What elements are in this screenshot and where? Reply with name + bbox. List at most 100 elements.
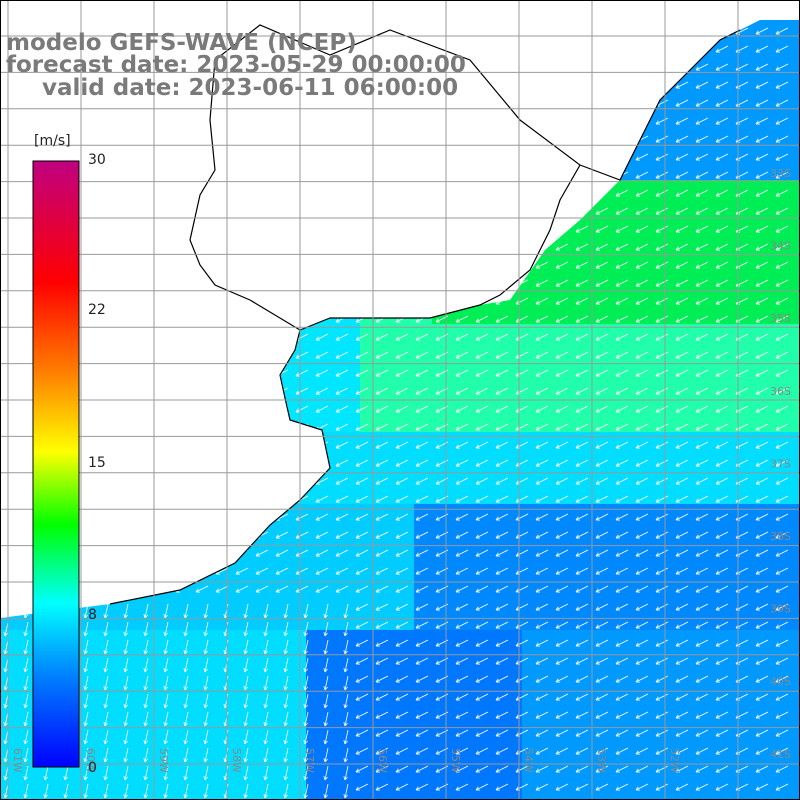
wind-cell	[702, 72, 720, 90]
wind-cell	[180, 594, 198, 612]
lat-label: 39S	[770, 603, 791, 616]
wind-cell	[216, 612, 234, 630]
wind-cell	[792, 702, 800, 720]
wind-cell	[396, 450, 414, 468]
wind-cell	[540, 504, 558, 522]
wind-cell	[738, 360, 756, 378]
wind-cell	[18, 756, 36, 774]
wind-cell	[198, 576, 216, 594]
wind-cell	[630, 378, 648, 396]
wind-cell	[792, 540, 800, 558]
wind-arrow	[615, 315, 629, 323]
wind-cell	[450, 450, 468, 468]
wind-cell	[792, 36, 800, 54]
wind-arrow	[715, 243, 729, 251]
wind-cell	[594, 558, 612, 576]
wind-cell	[252, 756, 270, 774]
lat-label: 35S	[770, 312, 791, 325]
wind-arrow	[655, 117, 669, 125]
wind-cell	[342, 342, 360, 360]
wind-cell	[414, 378, 432, 396]
wind-cell	[90, 612, 108, 630]
wind-cell	[702, 342, 720, 360]
wind-cell	[720, 468, 738, 486]
wind-cell	[738, 756, 756, 774]
wind-cell	[774, 90, 792, 108]
wind-cell	[360, 576, 378, 594]
wind-arrow	[375, 351, 389, 359]
wind-cell	[486, 684, 504, 702]
wind-cell	[702, 522, 720, 540]
wind-cell	[702, 252, 720, 270]
wind-cell	[126, 792, 144, 800]
wind-cell	[450, 666, 468, 684]
wind-arrow	[715, 297, 729, 305]
wind-cell	[774, 720, 792, 738]
wind-cell	[684, 504, 702, 522]
wind-cell	[288, 738, 306, 756]
wind-cell	[360, 342, 378, 360]
wind-cell	[576, 414, 594, 432]
wind-cell	[486, 576, 504, 594]
wind-arrow	[535, 279, 549, 287]
wind-arrow	[715, 81, 729, 89]
wind-cell	[180, 792, 198, 800]
wind-cell	[540, 252, 558, 270]
wind-arrow	[535, 297, 549, 305]
wind-cell	[720, 702, 738, 720]
lat-label: 40S	[770, 675, 791, 688]
wind-cell	[324, 738, 342, 756]
wind-cell	[486, 666, 504, 684]
wind-cell	[540, 684, 558, 702]
wind-cell	[594, 540, 612, 558]
wind-cell	[684, 342, 702, 360]
wind-cell	[774, 540, 792, 558]
wind-cell	[198, 648, 216, 666]
wind-cell	[360, 360, 378, 378]
wind-cell	[558, 450, 576, 468]
wind-arrow	[775, 81, 789, 89]
wind-arrow	[715, 225, 729, 233]
wind-cell	[324, 756, 342, 774]
wind-cell	[720, 126, 738, 144]
wind-cell	[360, 702, 378, 720]
wind-cell	[378, 504, 396, 522]
wind-cell	[252, 702, 270, 720]
wind-cell	[594, 234, 612, 252]
wind-cell	[774, 378, 792, 396]
wind-cell	[666, 666, 684, 684]
wind-cell	[486, 504, 504, 522]
wind-cell	[522, 342, 540, 360]
wind-arrow	[595, 243, 609, 251]
wind-cell	[594, 684, 612, 702]
wind-cell	[702, 450, 720, 468]
wind-arrow	[315, 351, 329, 359]
wind-cell	[306, 630, 324, 648]
wind-cell	[684, 108, 702, 126]
wind-arrow	[615, 297, 629, 305]
wind-cell	[108, 738, 126, 756]
wind-cell	[594, 252, 612, 270]
wind-cell	[702, 576, 720, 594]
wind-arrow	[755, 225, 769, 233]
wind-cell	[612, 666, 630, 684]
wind-cell	[198, 684, 216, 702]
wind-cell	[306, 738, 324, 756]
forecast-date: forecast date: 2023-05-29 00:00:00	[6, 52, 466, 78]
wind-cell	[702, 792, 720, 800]
wind-cell	[324, 486, 342, 504]
wind-cell	[360, 486, 378, 504]
wind-cell	[576, 738, 594, 756]
wind-cell	[702, 324, 720, 342]
wind-cell	[720, 324, 738, 342]
wind-cell	[666, 576, 684, 594]
wind-cell	[576, 684, 594, 702]
wind-cell	[630, 360, 648, 378]
wind-cell	[180, 738, 198, 756]
wind-cell	[666, 630, 684, 648]
wind-cell	[684, 180, 702, 198]
colorbar-tick-8: 8	[88, 607, 97, 623]
wind-cell	[792, 684, 800, 702]
wind-arrow	[655, 135, 669, 143]
wind-cell	[486, 306, 504, 324]
